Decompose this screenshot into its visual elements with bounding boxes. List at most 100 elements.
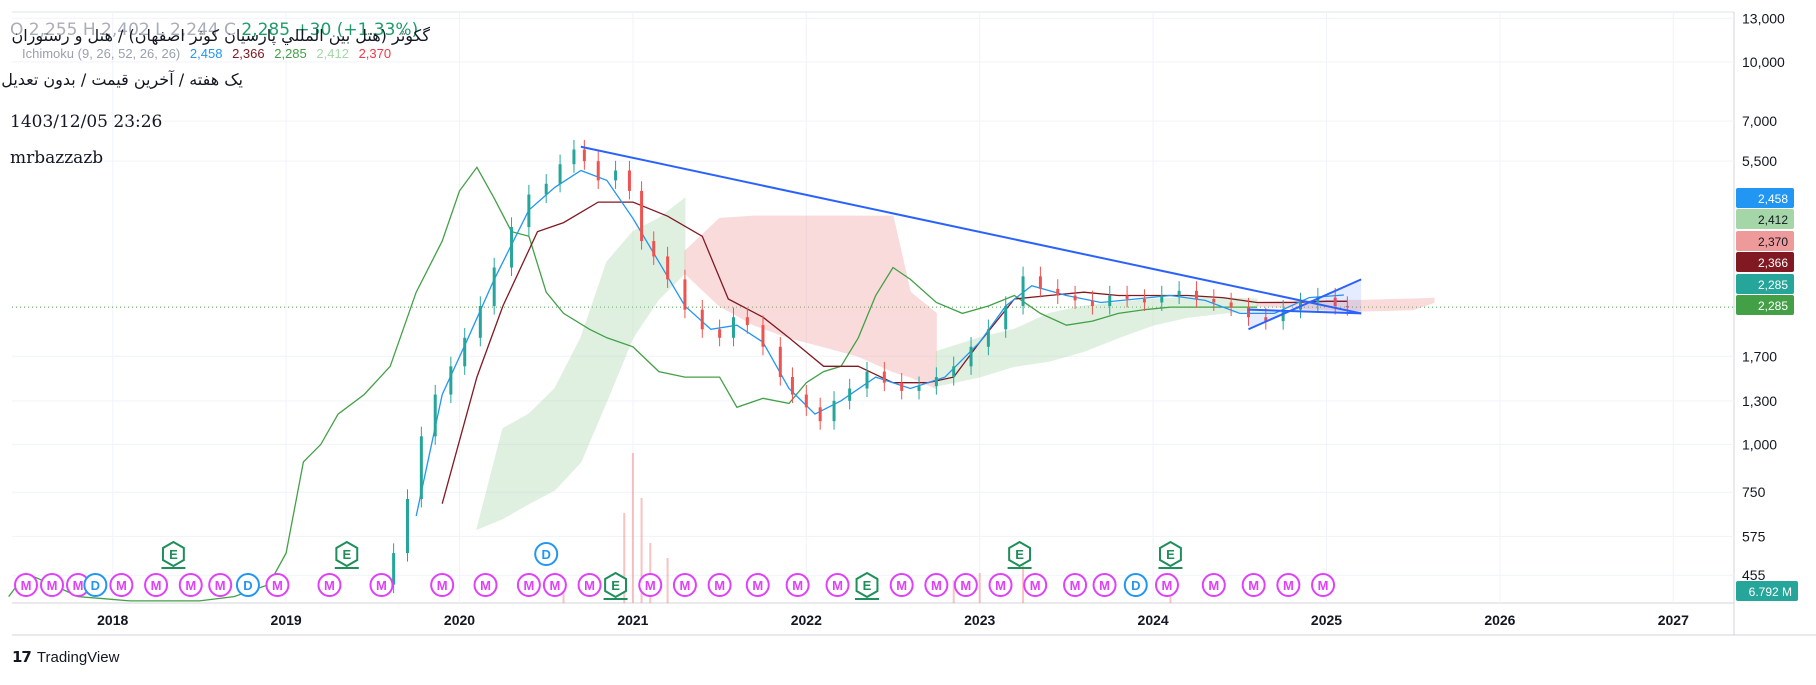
ichimoku-cloud bbox=[476, 197, 1435, 531]
badge-letter-34: M bbox=[1030, 578, 1041, 593]
badge-letter-24: M bbox=[680, 578, 691, 593]
badge-circle-9 bbox=[109, 573, 134, 597]
ichimoku-v1: 2,366 bbox=[232, 46, 265, 61]
tradingview-branding[interactable]: 𝟭𝟳 TradingView bbox=[12, 648, 119, 667]
badge-letter-5: M bbox=[21, 578, 32, 593]
candle-body-47 bbox=[1108, 295, 1112, 307]
badge-letter-10: M bbox=[151, 578, 162, 593]
x-tick-label-6: 2024 bbox=[1138, 612, 1169, 628]
candle-body-37 bbox=[934, 377, 938, 387]
candle-body-7 bbox=[478, 306, 482, 338]
badge-letter-37: D bbox=[1131, 578, 1140, 593]
badge-letter-22: E bbox=[611, 578, 620, 593]
candle-body-41 bbox=[1004, 306, 1008, 330]
badge-hex-29 bbox=[855, 571, 879, 599]
x-tick-label-9: 2027 bbox=[1658, 612, 1689, 628]
y-tick-label-7: 750 bbox=[1742, 484, 1766, 500]
badge-circle-34 bbox=[1023, 573, 1048, 597]
candle-body-15 bbox=[596, 161, 600, 181]
candle-body-1 bbox=[392, 553, 396, 585]
price-tag-text-3: 2,366 bbox=[1758, 256, 1788, 270]
event-badge-m-31: M bbox=[924, 573, 949, 597]
candle-body-24 bbox=[731, 317, 735, 338]
event-badge-m-34: M bbox=[1023, 573, 1048, 597]
event-badge-m-12: M bbox=[208, 573, 233, 597]
candle-body-5 bbox=[449, 366, 453, 395]
candle-body-27 bbox=[778, 346, 782, 378]
price-tag-bg-4 bbox=[1736, 274, 1794, 294]
badge-circle-35 bbox=[1063, 573, 1088, 597]
badge-letter-8: D bbox=[91, 578, 100, 593]
volume-bar-3 bbox=[640, 498, 643, 603]
candle-body-28 bbox=[790, 377, 794, 395]
ichimoku-v4: 2,370 bbox=[358, 46, 392, 61]
ichimoku-v3: 2,412 bbox=[316, 46, 349, 61]
symbol-title[interactable]: گکوثر (هتل بين المللي پارسيان كوثر اصفها… bbox=[11, 26, 430, 45]
candle-body-36 bbox=[917, 386, 921, 391]
badge-letter-28: M bbox=[832, 578, 843, 593]
ichimoku-legend[interactable]: Ichimoku (9, 26, 52, 26, 26) 2,458 2,366… bbox=[22, 46, 397, 61]
candle-body-33 bbox=[865, 371, 869, 389]
candle-body-31 bbox=[832, 400, 836, 422]
price-tag-4: 2,285 bbox=[1736, 274, 1794, 294]
y-tick-label-4: 1,700 bbox=[1742, 348, 1777, 364]
badge-circle-38 bbox=[1154, 573, 1179, 597]
price-tag-text-0: 2,458 bbox=[1758, 192, 1788, 206]
price-tag-text-1: 2,412 bbox=[1758, 213, 1788, 227]
badge-letter-26: M bbox=[752, 578, 763, 593]
event-badge-m-33: M bbox=[988, 573, 1013, 597]
y-tick-label-9: 455 bbox=[1742, 567, 1766, 583]
badge-hex-3 bbox=[1008, 540, 1032, 568]
chart-author: mrbazzazb bbox=[10, 148, 104, 168]
candle-body-53 bbox=[1212, 298, 1216, 303]
event-badge-e-0: E bbox=[161, 540, 186, 569]
badge-circle-42 bbox=[1311, 573, 1336, 597]
badge-letter-29: E bbox=[863, 578, 872, 593]
candle-body-9 bbox=[510, 227, 514, 268]
badge-circle-16 bbox=[369, 573, 394, 597]
badge-letter-33: M bbox=[995, 578, 1006, 593]
candle-body-25 bbox=[745, 317, 749, 326]
candle-body-51 bbox=[1177, 290, 1181, 296]
candle-body-42 bbox=[1021, 276, 1025, 307]
badge-hex-4 bbox=[1159, 540, 1182, 568]
event-badge-m-6: M bbox=[40, 573, 65, 597]
event-badge-m-14: M bbox=[265, 573, 290, 597]
candle-body-18 bbox=[640, 190, 644, 242]
event-badge-d-37: D bbox=[1123, 573, 1148, 597]
event-badge-d-8: D bbox=[83, 573, 108, 597]
candle-body-29 bbox=[804, 394, 808, 408]
tenkan-sen-line bbox=[415, 169, 1344, 517]
candle-body-38 bbox=[952, 366, 956, 378]
volume-tag: 6.792 M bbox=[1736, 581, 1798, 601]
event-badge-m-21: M bbox=[577, 573, 602, 597]
ichimoku-v0: 2,458 bbox=[189, 46, 223, 61]
x-tick-label-4: 2022 bbox=[791, 612, 822, 628]
candle-body-20 bbox=[666, 256, 670, 280]
badge-circle-41 bbox=[1276, 573, 1301, 597]
event-badge-m-16: M bbox=[369, 573, 394, 597]
candle-body-26 bbox=[761, 325, 765, 347]
event-badge-m-38: M bbox=[1154, 573, 1179, 597]
candle-body-4 bbox=[433, 394, 437, 437]
event-badge-m-32: M bbox=[953, 573, 978, 597]
event-badge-m-10: M bbox=[144, 573, 169, 597]
event-badge-e-4: E bbox=[1158, 540, 1183, 569]
badge-letter-11: M bbox=[185, 578, 196, 593]
y-tick-label-6: 1,000 bbox=[1742, 436, 1777, 452]
badge-letter-13: D bbox=[243, 578, 252, 593]
badge-circle-26 bbox=[745, 573, 770, 597]
badge-letter-23: M bbox=[645, 578, 656, 593]
event-badge-m-11: M bbox=[178, 573, 203, 597]
event-badge-m-35: M bbox=[1063, 573, 1088, 597]
badge-letter-38: M bbox=[1162, 578, 1173, 593]
price-tag-text-5: 2,285 bbox=[1758, 299, 1788, 313]
badge-circle-12 bbox=[208, 573, 233, 597]
candle-body-19 bbox=[652, 241, 656, 257]
badge-circle-2 bbox=[534, 542, 559, 566]
event-badge-m-39: M bbox=[1201, 573, 1226, 597]
badge-letter-7: M bbox=[73, 578, 84, 593]
price-tag-bg-2 bbox=[1736, 231, 1794, 251]
